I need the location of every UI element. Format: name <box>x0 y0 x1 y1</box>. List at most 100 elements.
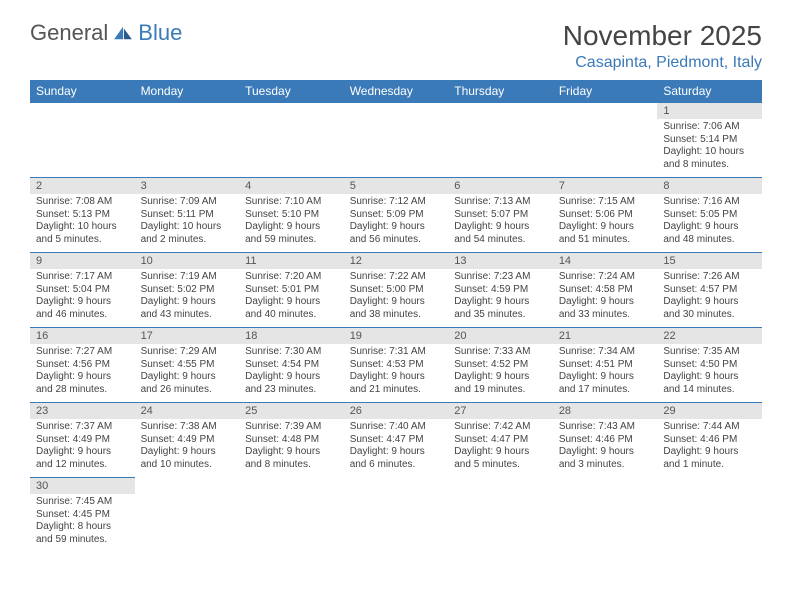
day-cell: 12Sunrise: 7:22 AMSunset: 5:00 PMDayligh… <box>344 253 449 328</box>
day-number: 17 <box>135 328 240 344</box>
day-cell: 19Sunrise: 7:31 AMSunset: 4:53 PMDayligh… <box>344 328 449 403</box>
day-line: Sunset: 5:13 PM <box>36 209 129 222</box>
day-line: Daylight: 9 hours and 33 minutes. <box>559 296 652 321</box>
day-line: Daylight: 9 hours and 40 minutes. <box>245 296 338 321</box>
day-line: Sunrise: 7:44 AM <box>663 421 756 434</box>
day-line: Sunset: 4:52 PM <box>454 359 547 372</box>
day-line: Daylight: 9 hours and 48 minutes. <box>663 221 756 246</box>
day-line: Sunrise: 7:12 AM <box>350 196 443 209</box>
calendar-week: 23Sunrise: 7:37 AMSunset: 4:49 PMDayligh… <box>30 403 762 478</box>
day-cell: 28Sunrise: 7:43 AMSunset: 4:46 PMDayligh… <box>553 403 658 478</box>
day-number: 27 <box>448 403 553 419</box>
day-number: 28 <box>553 403 658 419</box>
day-cell: 2Sunrise: 7:08 AMSunset: 5:13 PMDaylight… <box>30 178 135 253</box>
day-line: Sunrise: 7:08 AM <box>36 196 129 209</box>
month-title: November 2025 <box>563 20 762 52</box>
day-number: 8 <box>657 178 762 194</box>
calendar-week: 2Sunrise: 7:08 AMSunset: 5:13 PMDaylight… <box>30 178 762 253</box>
day-line: Sunset: 4:56 PM <box>36 359 129 372</box>
day-cell: 25Sunrise: 7:39 AMSunset: 4:48 PMDayligh… <box>239 403 344 478</box>
day-line: Daylight: 9 hours and 12 minutes. <box>36 446 129 471</box>
day-details: Sunrise: 7:31 AMSunset: 4:53 PMDaylight:… <box>344 344 449 402</box>
day-cell: 30Sunrise: 7:45 AMSunset: 4:45 PMDayligh… <box>30 478 135 553</box>
day-line: Sunrise: 7:09 AM <box>141 196 234 209</box>
day-details: Sunrise: 7:30 AMSunset: 4:54 PMDaylight:… <box>239 344 344 402</box>
day-number: 14 <box>553 253 658 269</box>
day-line: Sunset: 4:49 PM <box>36 434 129 447</box>
day-cell: 3Sunrise: 7:09 AMSunset: 5:11 PMDaylight… <box>135 178 240 253</box>
empty-cell <box>344 478 449 553</box>
day-line: Sunrise: 7:20 AM <box>245 271 338 284</box>
logo-text-1: General <box>30 20 108 46</box>
day-line: Daylight: 9 hours and 23 minutes. <box>245 371 338 396</box>
empty-cell <box>344 103 449 178</box>
day-cell: 8Sunrise: 7:16 AMSunset: 5:05 PMDaylight… <box>657 178 762 253</box>
day-line: Sunset: 5:05 PM <box>663 209 756 222</box>
day-line: Sunset: 4:47 PM <box>350 434 443 447</box>
empty-cell <box>30 103 135 178</box>
day-line: Daylight: 9 hours and 21 minutes. <box>350 371 443 396</box>
day-details: Sunrise: 7:27 AMSunset: 4:56 PMDaylight:… <box>30 344 135 402</box>
day-details: Sunrise: 7:37 AMSunset: 4:49 PMDaylight:… <box>30 419 135 477</box>
day-details: Sunrise: 7:26 AMSunset: 4:57 PMDaylight:… <box>657 269 762 327</box>
day-line: Sunrise: 7:33 AM <box>454 346 547 359</box>
day-cell: 26Sunrise: 7:40 AMSunset: 4:47 PMDayligh… <box>344 403 449 478</box>
day-details: Sunrise: 7:23 AMSunset: 4:59 PMDaylight:… <box>448 269 553 327</box>
day-number: 23 <box>30 403 135 419</box>
day-line: Sunrise: 7:10 AM <box>245 196 338 209</box>
day-details: Sunrise: 7:40 AMSunset: 4:47 PMDaylight:… <box>344 419 449 477</box>
day-line: Sunrise: 7:31 AM <box>350 346 443 359</box>
day-number: 6 <box>448 178 553 194</box>
day-details: Sunrise: 7:24 AMSunset: 4:58 PMDaylight:… <box>553 269 658 327</box>
calendar-week: 16Sunrise: 7:27 AMSunset: 4:56 PMDayligh… <box>30 328 762 403</box>
day-cell: 1Sunrise: 7:06 AMSunset: 5:14 PMDaylight… <box>657 103 762 178</box>
day-cell: 24Sunrise: 7:38 AMSunset: 4:49 PMDayligh… <box>135 403 240 478</box>
day-details: Sunrise: 7:09 AMSunset: 5:11 PMDaylight:… <box>135 194 240 252</box>
day-details: Sunrise: 7:33 AMSunset: 4:52 PMDaylight:… <box>448 344 553 402</box>
logo: General Blue <box>30 20 182 46</box>
day-cell: 11Sunrise: 7:20 AMSunset: 5:01 PMDayligh… <box>239 253 344 328</box>
day-line: Sunrise: 7:39 AM <box>245 421 338 434</box>
empty-cell <box>448 103 553 178</box>
day-line: Daylight: 9 hours and 26 minutes. <box>141 371 234 396</box>
empty-cell <box>239 103 344 178</box>
day-cell: 9Sunrise: 7:17 AMSunset: 5:04 PMDaylight… <box>30 253 135 328</box>
day-line: Sunset: 5:06 PM <box>559 209 652 222</box>
day-number: 15 <box>657 253 762 269</box>
day-line: Sunrise: 7:45 AM <box>36 496 129 509</box>
day-line: Daylight: 9 hours and 10 minutes. <box>141 446 234 471</box>
day-line: Daylight: 9 hours and 6 minutes. <box>350 446 443 471</box>
day-line: Sunrise: 7:06 AM <box>663 121 756 134</box>
location: Casapinta, Piedmont, Italy <box>563 54 762 72</box>
day-cell: 5Sunrise: 7:12 AMSunset: 5:09 PMDaylight… <box>344 178 449 253</box>
day-details: Sunrise: 7:45 AMSunset: 4:45 PMDaylight:… <box>30 494 135 552</box>
empty-cell <box>553 103 658 178</box>
day-line: Sunrise: 7:24 AM <box>559 271 652 284</box>
day-line: Daylight: 9 hours and 8 minutes. <box>245 446 338 471</box>
day-number: 21 <box>553 328 658 344</box>
day-details: Sunrise: 7:13 AMSunset: 5:07 PMDaylight:… <box>448 194 553 252</box>
day-cell: 29Sunrise: 7:44 AMSunset: 4:46 PMDayligh… <box>657 403 762 478</box>
day-line: Daylight: 9 hours and 35 minutes. <box>454 296 547 321</box>
day-details: Sunrise: 7:20 AMSunset: 5:01 PMDaylight:… <box>239 269 344 327</box>
day-line: Sunset: 5:02 PM <box>141 284 234 297</box>
day-line: Sunrise: 7:15 AM <box>559 196 652 209</box>
calendar-body: 1Sunrise: 7:06 AMSunset: 5:14 PMDaylight… <box>30 103 762 553</box>
day-line: Sunrise: 7:17 AM <box>36 271 129 284</box>
calendar-week: 1Sunrise: 7:06 AMSunset: 5:14 PMDaylight… <box>30 103 762 178</box>
day-line: Daylight: 9 hours and 19 minutes. <box>454 371 547 396</box>
day-details: Sunrise: 7:39 AMSunset: 4:48 PMDaylight:… <box>239 419 344 477</box>
day-number: 16 <box>30 328 135 344</box>
day-line: Daylight: 9 hours and 14 minutes. <box>663 371 756 396</box>
day-line: Sunrise: 7:23 AM <box>454 271 547 284</box>
day-line: Sunrise: 7:42 AM <box>454 421 547 434</box>
empty-cell <box>657 478 762 553</box>
day-line: Sunrise: 7:34 AM <box>559 346 652 359</box>
header: General Blue November 2025 Casapinta, Pi… <box>0 0 792 80</box>
calendar-week: 30Sunrise: 7:45 AMSunset: 4:45 PMDayligh… <box>30 478 762 553</box>
day-line: Sunset: 4:54 PM <box>245 359 338 372</box>
day-number: 19 <box>344 328 449 344</box>
day-line: Sunset: 4:46 PM <box>663 434 756 447</box>
day-number: 5 <box>344 178 449 194</box>
day-line: Daylight: 9 hours and 43 minutes. <box>141 296 234 321</box>
